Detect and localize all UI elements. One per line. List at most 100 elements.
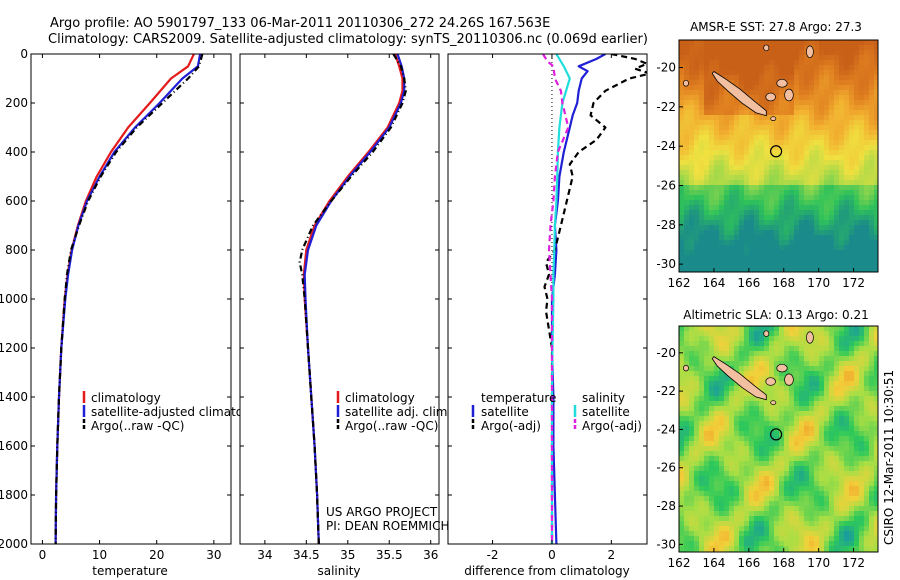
sla-map-cell (844, 326, 850, 332)
sla-map-cell (689, 431, 695, 437)
sla-map-cell (699, 456, 705, 462)
sst-map-cell (849, 160, 855, 166)
sst-map-cell (819, 250, 825, 256)
sst-map-cell (684, 55, 690, 61)
sst-map-cell (729, 40, 735, 46)
island-outline (784, 88, 794, 102)
sla-map-cell (689, 356, 695, 362)
sst-map-cell (769, 130, 775, 136)
sla-map-cell (849, 406, 855, 412)
sla-map-cell (699, 501, 705, 507)
sla-map-cell (824, 351, 830, 357)
sst-map-cell (849, 155, 855, 161)
sst-map-cell (729, 215, 735, 221)
sst-map-cell (784, 60, 790, 66)
sst-map-cell (734, 200, 740, 206)
sst-map-cell (864, 100, 870, 106)
sla-map-cell (769, 336, 775, 342)
sst-map-cell (724, 270, 730, 273)
depth-ytick-label: 600 (5, 194, 28, 208)
sst-map-cell (809, 90, 815, 96)
sst-map-cell (759, 155, 765, 161)
sla-map-cell (744, 446, 750, 452)
sst-map-cell (724, 250, 730, 256)
sst-map-cell (724, 195, 730, 201)
sla-map-cell (754, 451, 760, 457)
sla-map-cell (834, 501, 840, 507)
sst-map-cell (774, 140, 780, 146)
sst-map-cell (759, 75, 765, 81)
sst-map-cell (874, 75, 879, 81)
sst-map-cell (844, 175, 850, 181)
sla-map-cell (709, 471, 715, 477)
sla-map-cell (759, 416, 765, 422)
sst-map-cell (819, 100, 825, 106)
sla-map-cell (799, 531, 805, 537)
sla-map-cell (719, 421, 725, 427)
sla-map-cell (844, 426, 850, 432)
sla-map-cell (709, 451, 715, 457)
sst-map-cell (759, 60, 765, 66)
sst-map-cell (719, 85, 725, 91)
sst-map-cell (804, 190, 810, 196)
sst-map-cell (864, 215, 870, 221)
sst-map-cell (804, 75, 810, 81)
sst-map-cell (779, 60, 785, 66)
sla-map-cell (844, 491, 850, 497)
sst-map-cell (744, 180, 750, 186)
sla-map-cell (739, 531, 745, 537)
sst-map-cell (734, 55, 740, 61)
sla-map-cell (839, 326, 845, 332)
sst-map-cell (704, 155, 710, 161)
sla-map-cell (689, 536, 695, 542)
sst-map-cell (709, 255, 715, 261)
sla-map-cell (714, 481, 720, 487)
sst-map-cell (799, 45, 805, 51)
sla-map-cell (834, 436, 840, 442)
sst-map-cell (834, 155, 840, 161)
sla-map-cell (714, 461, 720, 467)
sst-map-cell (704, 45, 710, 51)
sst-map-cell (769, 175, 775, 181)
sla-map-cell (784, 486, 790, 492)
sst-map-cell (849, 115, 855, 121)
sst-map-cell (814, 55, 820, 61)
sst-map-cell (834, 75, 840, 81)
sla-map-cell (759, 336, 765, 342)
sst-map-cell (849, 205, 855, 211)
sla-map-cell (814, 466, 820, 472)
sst-map-cell (759, 145, 765, 151)
sla-map-cell (834, 531, 840, 537)
sla-map-cell (744, 461, 750, 467)
sla-map-cell (704, 456, 710, 462)
sla-map-cell (789, 396, 795, 402)
sla-map-cell (749, 496, 755, 502)
sla-map-cell (864, 451, 870, 457)
sla-map-cell (869, 371, 875, 377)
sla-map-cell (719, 471, 725, 477)
sla-map-cell (774, 326, 780, 332)
sst-map-cell (754, 165, 760, 171)
sla-map-cell (789, 521, 795, 527)
sla-map-cell (759, 526, 765, 532)
sla-map-cell (854, 531, 860, 537)
sst-map-cell (694, 85, 700, 91)
sst-map-cell (694, 255, 700, 261)
sst-map-cell (864, 50, 870, 56)
sla-map-cell (784, 511, 790, 517)
sla-map-cell (789, 501, 795, 507)
sla-map-cell (874, 511, 879, 517)
sla-map-cell (814, 436, 820, 442)
sst-map-cell (679, 40, 685, 46)
sla-map-cell (744, 441, 750, 447)
sst-map-cell (749, 250, 755, 256)
sst-map-cell (769, 155, 775, 161)
sla-map-cell (684, 341, 690, 347)
sst-map-cell (769, 165, 775, 171)
sla-map-cell (774, 441, 780, 447)
sst-map-cell (699, 130, 705, 136)
sst-map-cell (829, 110, 835, 116)
sst-map-ytick-label: -22 (656, 100, 676, 114)
sla-map-cell (759, 371, 765, 377)
sst-map-cell (719, 180, 725, 186)
